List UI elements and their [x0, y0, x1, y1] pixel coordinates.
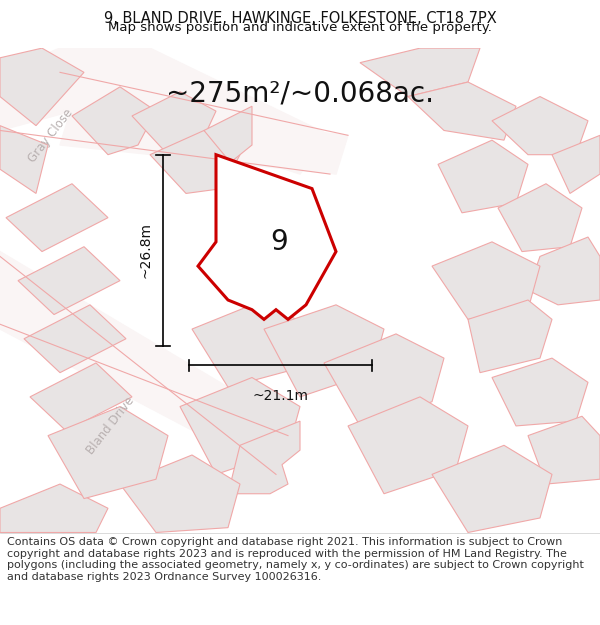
Polygon shape — [18, 247, 120, 314]
Polygon shape — [204, 106, 252, 189]
Polygon shape — [48, 406, 168, 499]
Polygon shape — [360, 48, 480, 96]
Text: Bland Drive: Bland Drive — [85, 394, 137, 458]
Polygon shape — [6, 184, 108, 251]
Polygon shape — [408, 82, 516, 140]
Text: 9: 9 — [270, 228, 288, 256]
Polygon shape — [432, 445, 552, 532]
Polygon shape — [24, 305, 126, 372]
Polygon shape — [0, 126, 48, 194]
Polygon shape — [498, 184, 582, 251]
Polygon shape — [120, 455, 240, 532]
Polygon shape — [432, 242, 540, 319]
Text: Gray Close: Gray Close — [26, 106, 76, 164]
Polygon shape — [0, 48, 84, 126]
Text: ~26.8m: ~26.8m — [139, 222, 152, 278]
Polygon shape — [192, 300, 312, 387]
Polygon shape — [492, 96, 588, 154]
Polygon shape — [264, 305, 384, 397]
Polygon shape — [468, 300, 552, 372]
Polygon shape — [150, 131, 240, 194]
Text: Map shows position and indicative extent of the property.: Map shows position and indicative extent… — [108, 21, 492, 34]
Text: 9, BLAND DRIVE, HAWKINGE, FOLKESTONE, CT18 7PX: 9, BLAND DRIVE, HAWKINGE, FOLKESTONE, CT… — [104, 11, 496, 26]
Polygon shape — [528, 416, 600, 484]
Text: ~275m²/~0.068ac.: ~275m²/~0.068ac. — [166, 79, 434, 107]
Polygon shape — [198, 154, 336, 319]
Polygon shape — [438, 140, 528, 212]
Polygon shape — [528, 237, 600, 305]
Text: Contains OS data © Crown copyright and database right 2021. This information is : Contains OS data © Crown copyright and d… — [7, 537, 584, 582]
Polygon shape — [0, 484, 108, 532]
Text: ~21.1m: ~21.1m — [253, 389, 308, 402]
Polygon shape — [0, 251, 288, 474]
Polygon shape — [132, 92, 216, 154]
Polygon shape — [180, 378, 300, 474]
Polygon shape — [552, 135, 600, 194]
Polygon shape — [60, 106, 348, 174]
Polygon shape — [30, 363, 132, 431]
Polygon shape — [0, 48, 330, 174]
Polygon shape — [324, 334, 444, 426]
Polygon shape — [72, 87, 156, 154]
Polygon shape — [348, 397, 468, 494]
Polygon shape — [492, 358, 588, 426]
Polygon shape — [228, 421, 300, 494]
